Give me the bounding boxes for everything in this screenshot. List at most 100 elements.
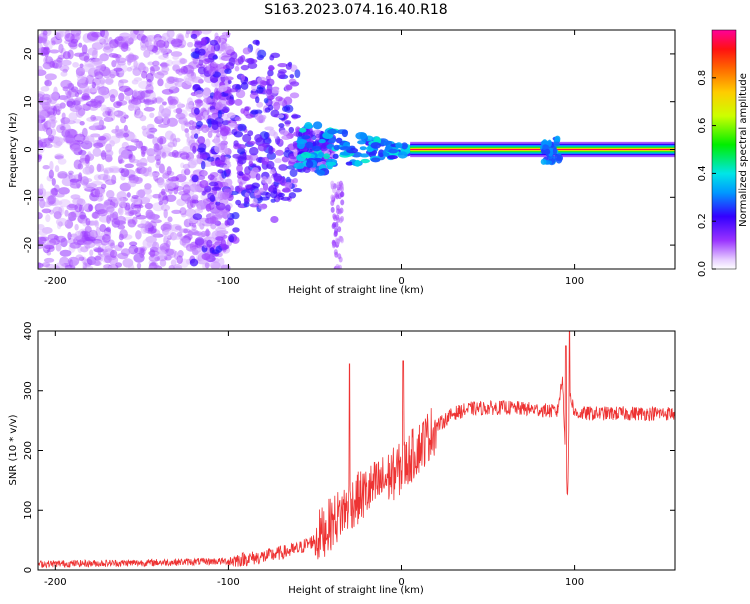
spectrogram-return: [269, 169, 276, 175]
spectrogram-return: [232, 153, 241, 159]
spectrogram-return: [225, 168, 232, 174]
spectrogram-return: [266, 88, 273, 95]
spectrogram-noise: [124, 95, 131, 101]
spectrogram-noise: [170, 38, 183, 48]
spectrogram-converging: [327, 128, 338, 135]
spectrogram-noise: [55, 242, 62, 252]
spectrogram-noise: [117, 224, 126, 230]
spectrogram-return: [267, 176, 272, 185]
spectrogram-noise: [145, 89, 154, 94]
spectrogram-noise: [103, 117, 114, 123]
spectrogram-noise: [91, 220, 97, 226]
spectrogram-noise: [221, 31, 231, 37]
spectrogram-return: [199, 153, 207, 158]
spectrogram-noise: [146, 148, 156, 157]
spectrogram-noise: [200, 30, 212, 35]
spectrogram-return: [209, 109, 219, 114]
spectrogram-converging: [401, 142, 409, 150]
spectrogram-return: [264, 126, 274, 131]
spectrogram-noise: [155, 96, 163, 104]
spectrogram-noise: [82, 135, 95, 144]
spectrogram-return: [206, 239, 213, 248]
spectrogram-noise: [133, 209, 141, 214]
spectrogram-noise: [187, 41, 194, 48]
spectrogram-noise: [158, 249, 167, 259]
spectrogram-noise: [121, 154, 129, 160]
spectrogram-tail: [331, 223, 336, 230]
snr-ytick-label: 0: [23, 567, 34, 573]
spectrogram-noise: [117, 61, 126, 66]
spectrogram-noise: [109, 167, 121, 174]
spectrogram-return: [227, 122, 237, 129]
spectrogram-return: [285, 84, 293, 91]
spectrogram-noise: [220, 55, 232, 62]
snr-ytick-label: 400: [23, 321, 34, 340]
spectrogram-tail: [331, 242, 336, 249]
spectrogram-return: [273, 173, 283, 182]
spectrogram-tail: [340, 191, 345, 198]
spectrogram-noise: [157, 136, 167, 145]
spectrogram-noise: [69, 178, 80, 183]
spectrogram-return: [263, 98, 269, 104]
spectrogram-noise: [145, 194, 153, 200]
spectrogram-noise: [128, 153, 133, 160]
spectrogram-noise: [166, 76, 176, 85]
spectrogram-noise: [184, 122, 192, 127]
spectrogram-return: [210, 61, 217, 67]
spectrogram-noise: [157, 114, 163, 120]
spectrogram-noise: [125, 145, 138, 152]
spectrogram-return: [289, 92, 300, 99]
spectrogram-noise: [56, 109, 61, 116]
spectrogram-noise: [140, 145, 148, 152]
spectrogram-return: [233, 131, 244, 138]
spectrogram-tail: [330, 180, 335, 187]
spectrogram-noise: [50, 187, 59, 196]
spectrogram-noise: [163, 181, 176, 190]
spectrogram-converging: [305, 141, 314, 149]
spectrogram-return: [268, 145, 274, 155]
spectrogram-noise: [171, 235, 182, 240]
spectrogram-noise: [133, 77, 143, 82]
spectrogram-disturbance: [544, 148, 551, 155]
spectrogram-noise: [99, 224, 107, 233]
spectrogram-tail: [336, 188, 341, 195]
spectrogram-noise: [190, 134, 196, 139]
spectrogram-converging: [359, 153, 370, 158]
spectrogram-return: [278, 123, 285, 128]
spectrogram-return: [223, 164, 230, 170]
spectrogram-noise: [51, 177, 56, 186]
spectrogram-tail: [340, 199, 345, 206]
spectrogram-converging: [301, 135, 311, 140]
spectrogram-return: [231, 211, 240, 220]
spectrogram-return: [211, 249, 220, 254]
spectrogram-noise: [175, 107, 183, 114]
spectrogram-noise: [66, 90, 72, 99]
spectrogram-return: [248, 160, 254, 167]
spectrogram-noise: [132, 89, 139, 98]
spectrogram-noise: [88, 229, 98, 240]
spectrogram-noise: [97, 245, 102, 256]
spectrogram-noise: [167, 216, 173, 223]
spectrogram-return: [194, 90, 204, 98]
spectrogram-noise: [117, 195, 124, 205]
spectrogram-noise: [52, 206, 63, 215]
spectrogram-noise: [174, 266, 181, 269]
spectrogram-tail: [330, 199, 335, 206]
spectrogram-noise: [179, 238, 187, 246]
spectrogram-noise: [142, 41, 154, 52]
spectrogram-noise: [103, 169, 109, 177]
spectrogram-return: [194, 47, 200, 54]
spectrogram-noise: [38, 123, 44, 131]
spectrogram-noise: [203, 111, 208, 117]
spectrogram-ytick-label: 20: [23, 48, 34, 61]
spectrogram-noise: [39, 183, 44, 194]
colorbar-gradient: [711, 29, 737, 270]
colorbar-tick-label: 0.8: [697, 70, 708, 86]
spectrogram-return: [240, 64, 250, 71]
spectrogram-noise: [67, 231, 72, 241]
spectrogram-noise: [88, 204, 93, 212]
spectrogram-noise: [109, 94, 116, 103]
spectrogram-return: [233, 140, 239, 147]
snr-ylabel: SNR (10 * v/v): [8, 414, 19, 485]
spectrogram-converging: [360, 158, 370, 164]
